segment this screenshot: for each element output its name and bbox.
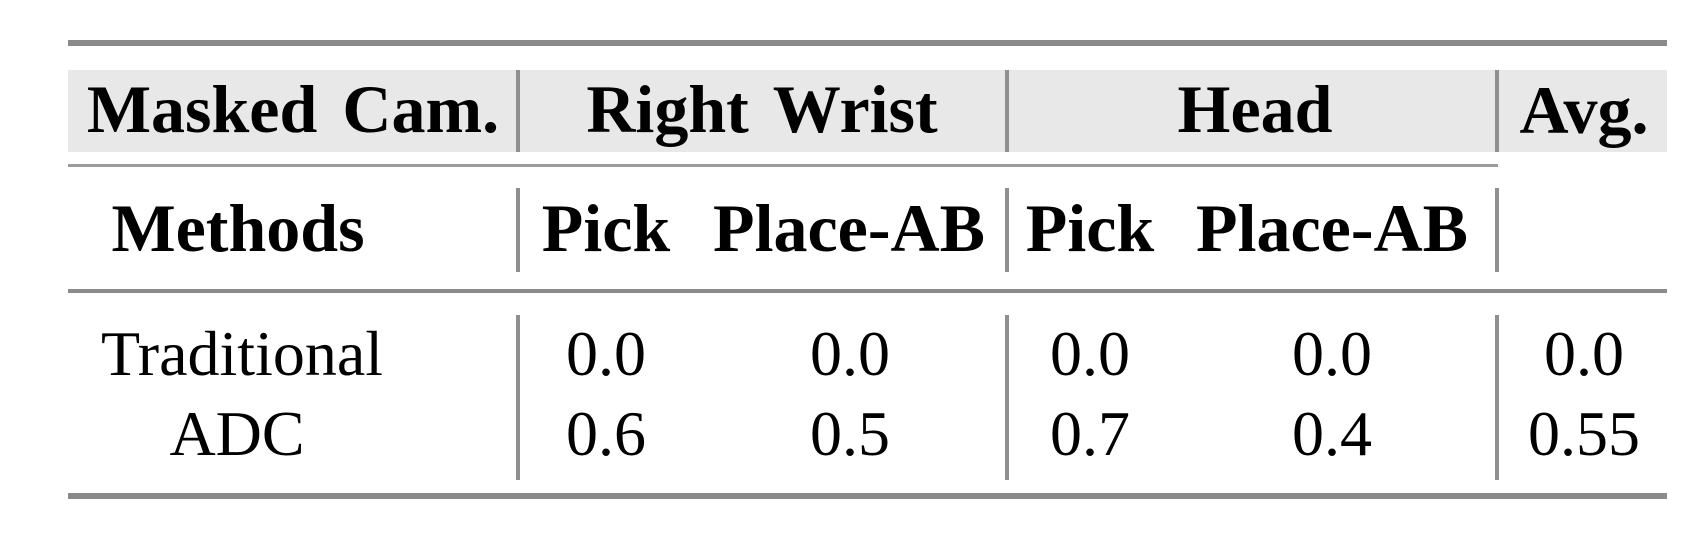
header-avg: Avg. <box>1519 72 1649 148</box>
vertical-rule-col1-body <box>516 315 520 480</box>
vertical-rule-col3-body <box>1495 315 1499 480</box>
header-right-wrist-place-ab: Place-AB <box>713 190 985 266</box>
row-adc-method: ADC <box>169 398 305 469</box>
header-head-pick: Pick <box>1025 190 1155 266</box>
header-band <box>68 70 1667 152</box>
top-rule <box>68 40 1667 46</box>
row-adc-rw-pick: 0.6 <box>566 398 646 469</box>
header-group-right-wrist: Right Wrist <box>586 71 938 147</box>
header-methods: Methods <box>111 190 365 266</box>
row-traditional-rw-place-ab: 0.0 <box>810 318 890 389</box>
header-group-head: Head <box>1177 71 1333 147</box>
row-traditional-head-place-ab: 0.0 <box>1292 318 1372 389</box>
vertical-rule-col2-header2 <box>1005 188 1009 272</box>
bottom-rule <box>68 493 1667 499</box>
row-traditional-rw-pick: 0.0 <box>566 318 646 389</box>
vertical-rule-col3-header1 <box>1495 70 1499 152</box>
row-traditional-avg: 0.0 <box>1544 318 1624 389</box>
cmid-rule <box>68 164 1498 167</box>
row-adc-avg: 0.55 <box>1528 398 1640 469</box>
row-traditional-method: Traditional <box>100 318 384 389</box>
row-adc-rw-place-ab: 0.5 <box>810 398 890 469</box>
vertical-rule-col3-header2 <box>1495 188 1499 272</box>
row-adc-head-place-ab: 0.4 <box>1292 398 1372 469</box>
row-traditional-head-pick: 0.0 <box>1050 318 1130 389</box>
vertical-rule-col2-body <box>1005 315 1009 480</box>
row-adc-head-pick: 0.7 <box>1050 398 1130 469</box>
vertical-rule-col2-header1 <box>1005 70 1009 152</box>
mid-rule <box>68 289 1667 293</box>
header-right-wrist-pick: Pick <box>541 190 671 266</box>
vertical-rule-col1-header1 <box>516 70 520 152</box>
vertical-rule-col1-header2 <box>516 188 520 272</box>
header-masked-cam: Masked Cam. <box>86 71 500 147</box>
header-head-place-ab: Place-AB <box>1196 190 1468 266</box>
